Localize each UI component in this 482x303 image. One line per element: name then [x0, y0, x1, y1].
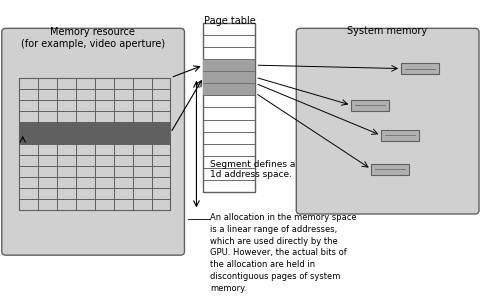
- Text: Memory resource
(for example, video aperture): Memory resource (for example, video aper…: [21, 28, 165, 49]
- Bar: [351, 100, 389, 111]
- Bar: [203, 23, 255, 192]
- FancyBboxPatch shape: [2, 28, 185, 255]
- FancyBboxPatch shape: [296, 28, 479, 214]
- Text: Page table: Page table: [203, 16, 255, 26]
- Bar: [381, 130, 419, 141]
- Bar: [19, 122, 171, 144]
- Text: System memory: System memory: [347, 26, 427, 36]
- Bar: [19, 78, 171, 210]
- Text: An allocation in the memory space
is a linear range of addresses,
which are used: An allocation in the memory space is a l…: [211, 213, 357, 293]
- Bar: [371, 164, 409, 175]
- Bar: [203, 59, 255, 95]
- Bar: [401, 63, 439, 74]
- Text: Segment defines a
1d address space.: Segment defines a 1d address space.: [211, 160, 296, 179]
